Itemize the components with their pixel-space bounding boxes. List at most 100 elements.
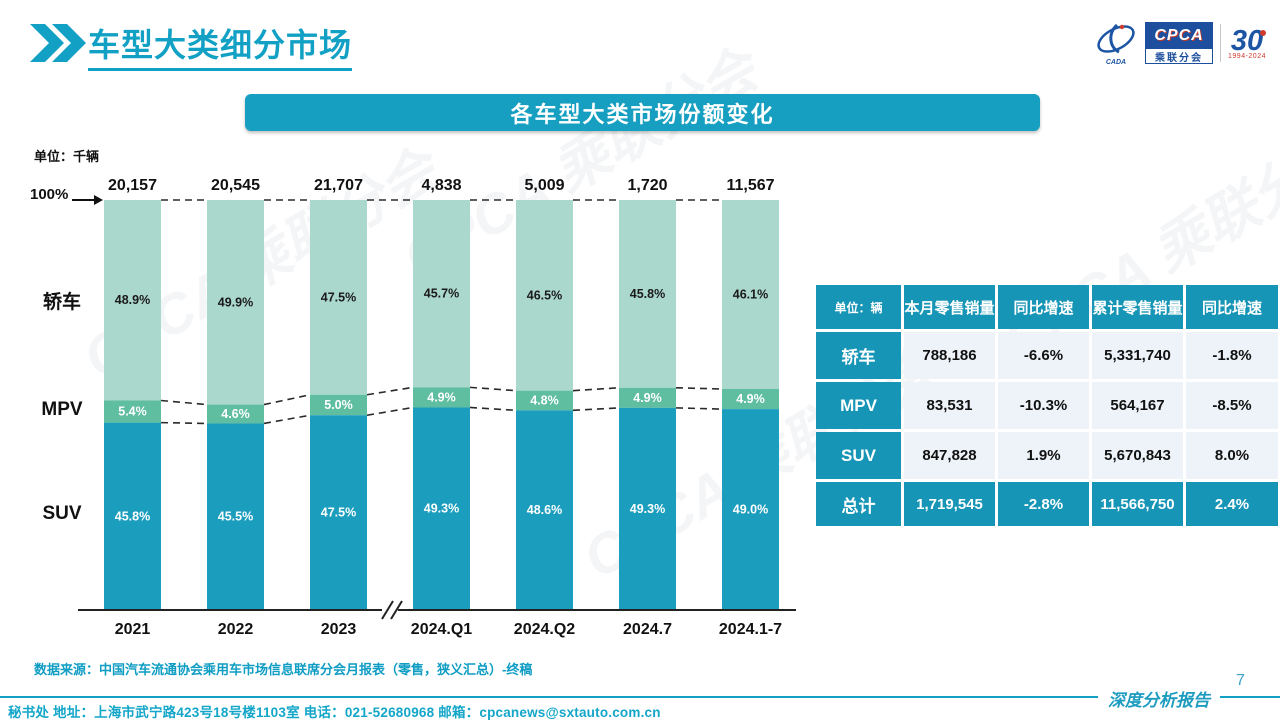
- bar-percent-label: 45.8%: [115, 509, 150, 523]
- bar-segment-轿车: [619, 200, 676, 388]
- table-cell: 8.0%: [1186, 432, 1278, 479]
- bar-percent-label: 45.5%: [218, 510, 253, 524]
- table-header-cell: 累计零售销量: [1092, 285, 1183, 329]
- cada-text: CADA: [1106, 59, 1126, 66]
- x-axis-label: 2024.Q1: [411, 621, 472, 638]
- connector-line: [675, 407, 723, 410]
- table-cell: -10.3%: [998, 382, 1089, 429]
- table-cell: 5,331,740: [1092, 332, 1183, 379]
- bar-segment-轿车: [722, 200, 779, 390]
- connector-line: [160, 399, 208, 406]
- table-cell: 847,828: [904, 432, 995, 479]
- series-label-SUV: SUV: [42, 503, 82, 525]
- footer-divider: [0, 696, 1280, 698]
- table-cell: 564,167: [1092, 382, 1183, 429]
- bar-total-label: 20,157: [108, 177, 157, 194]
- table-cell: 1.9%: [998, 432, 1089, 479]
- series-label-轿车: 轿车: [42, 292, 81, 314]
- bar-percent-label: 5.0%: [324, 398, 353, 412]
- axis-break-slash: [381, 600, 394, 620]
- bar-percent-label: 45.8%: [630, 287, 665, 301]
- cada-swoosh-icon: CADA: [1097, 23, 1135, 66]
- bar-total-label: 20,545: [211, 177, 260, 194]
- bar-segment-SUV: [722, 409, 779, 610]
- cpca-subtitle: 乘联分会: [1146, 49, 1213, 64]
- axis-break: [382, 607, 398, 613]
- table-cell: 788,186: [904, 332, 995, 379]
- bar-segment-SUV: [413, 407, 470, 610]
- table-header-cell: 同比增速: [1186, 285, 1278, 329]
- bar-total-label: 5,009: [524, 177, 564, 194]
- table-cell: -6.6%: [998, 332, 1089, 379]
- anniversary-mark: 30 1994-2024: [1228, 24, 1267, 60]
- bar-segment-MPV: [516, 390, 573, 411]
- bar-percent-label: 45.7%: [424, 287, 459, 301]
- bar-segment-SUV: [310, 415, 367, 610]
- bar-total-label: 4,838: [421, 177, 461, 194]
- bar-segment-轿车: [310, 200, 367, 395]
- page-number: 7: [1236, 672, 1245, 689]
- x-axis-label: 2024.Q2: [514, 621, 575, 638]
- bar-percent-label: 49.9%: [218, 295, 253, 309]
- bar-segment-MPV: [413, 387, 470, 408]
- unit-label: 单位：千辆: [34, 149, 100, 164]
- connector-line: [366, 386, 414, 396]
- bar-percent-label: 47.5%: [321, 290, 356, 304]
- data-source-note: 数据来源：中国汽车流通协会乘用车市场信息联席分会月报表（零售，狭义汇总）-终稿: [34, 662, 533, 677]
- cpca-text: CPCA: [1146, 23, 1213, 49]
- table-row-label: MPV: [816, 382, 901, 429]
- bar-segment-MPV: [722, 389, 779, 410]
- bar-percent-label: 5.4%: [118, 405, 147, 419]
- stacked-bar-chart: 48.9% 5.4% 45.8% 20,157 2021 49.9% 4.6% 45.5% 20…: [72, 177, 796, 638]
- sales-table: 单位：辆 本月零售销量 同比增速 累计零售销量 同比增速 轿车 788,186 -6.6% 5,…: [816, 285, 1278, 526]
- bar-total-label: 1,720: [627, 177, 667, 194]
- axis-break-slash: [390, 600, 403, 620]
- cpca-badge: CPCA 乘联分会: [1145, 22, 1214, 64]
- connector-line: [675, 386, 723, 390]
- report-type-label: 深度分析报告: [1098, 686, 1220, 711]
- chart-banner-title: 各车型大类市场份额变化: [510, 101, 775, 127]
- table-cell: -8.5%: [1186, 382, 1278, 429]
- bar-total-label: 21,707: [314, 177, 363, 194]
- footer-contact: 秘书处 地址：上海市武宁路423号18号楼1103室 电话：021-526809…: [8, 705, 661, 720]
- bar-percent-label: 4.9%: [427, 390, 456, 404]
- bar-segment-SUV: [516, 410, 573, 610]
- connector-line: [469, 406, 517, 412]
- double-chevron-icon: [30, 24, 86, 62]
- connector-line: [263, 414, 311, 425]
- bar-percent-label: 46.5%: [527, 288, 562, 302]
- bar-segment-MPV: [619, 387, 676, 408]
- table-cell: -1.8%: [1186, 332, 1278, 379]
- table-header-cell: 单位：辆: [816, 285, 901, 329]
- table-row-label: SUV: [816, 432, 901, 479]
- bar-segment-轿车: [207, 200, 264, 405]
- table-cell: 2.4%: [1186, 482, 1278, 526]
- bar-segment-轿车: [104, 200, 161, 401]
- bar-total-label: 11,567: [726, 177, 774, 194]
- bar-segment-SUV: [207, 423, 264, 610]
- cpca-logo: CADA CPCA 乘联分会 30 1994-2024: [1094, 20, 1267, 66]
- bar-segment-MPV: [104, 400, 161, 423]
- bar-percent-label: 46.1%: [733, 288, 768, 302]
- table-row-label: 总计: [816, 482, 901, 526]
- bar-percent-label: 49.0%: [733, 503, 768, 517]
- bar-percent-label: 4.9%: [633, 391, 662, 405]
- connector-line: [572, 407, 620, 412]
- bar-percent-label: 4.9%: [736, 392, 765, 406]
- bar-percent-label: 48.6%: [527, 503, 562, 517]
- series-label-MPV: MPV: [41, 398, 83, 420]
- anniversary-years: 1994-2024: [1228, 52, 1266, 60]
- table-cell: 83,531: [904, 382, 995, 429]
- logo-divider: [1220, 24, 1222, 62]
- bar-percent-label: 48.9%: [115, 293, 150, 307]
- x-axis-label: 2023: [321, 621, 357, 638]
- table-row-label: 轿车: [816, 332, 901, 379]
- y-axis-100-label: 100%: [30, 186, 69, 203]
- x-axis-label: 2024.7: [623, 621, 672, 638]
- bar-percent-label: 4.6%: [221, 407, 250, 421]
- chart-banner: 各车型大类市场份额变化: [245, 94, 1040, 131]
- bar-segment-SUV: [619, 407, 676, 610]
- x-axis-label: 2024.1-7: [719, 621, 782, 638]
- anniversary-30: 30: [1230, 24, 1267, 57]
